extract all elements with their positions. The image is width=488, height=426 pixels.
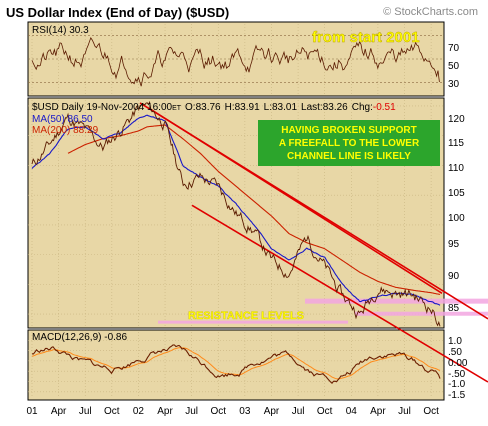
series-lines bbox=[31, 37, 441, 384]
rsi-label: RSI(14) 30.3 bbox=[32, 25, 89, 36]
x-tick-label: Apr bbox=[51, 406, 67, 417]
resistance-band-left bbox=[158, 320, 348, 324]
macd-line bbox=[31, 344, 441, 384]
x-tick-label: Oct bbox=[210, 406, 226, 417]
macd-ytick: -.50 bbox=[448, 369, 466, 380]
chart-title: US Dollar Index (End of Day) ($USD) bbox=[6, 5, 230, 20]
x-tick-label: Oct bbox=[104, 406, 120, 417]
annotation-line-1: HAVING BROKEN SUPPORT bbox=[281, 125, 416, 136]
x-tick-label: Jul bbox=[79, 406, 92, 417]
macd-ytick: 0.00 bbox=[448, 358, 468, 369]
macd-label: MACD(12,26,9) -0.86 bbox=[32, 332, 127, 343]
x-tick-label: Jul bbox=[292, 406, 305, 417]
x-tick-label: 04 bbox=[346, 406, 358, 417]
price-info-low: L:83.01 bbox=[264, 102, 298, 113]
ma50-line bbox=[31, 114, 441, 306]
price-info-symbol: $USD Daily 19-Nov-2004 16:00 bbox=[32, 102, 173, 113]
price-info-et: ET bbox=[172, 105, 182, 112]
price-ytick: 90 bbox=[448, 271, 460, 282]
x-tick-label: Apr bbox=[264, 406, 280, 417]
annotation-line-2: A FREEFALL TO THE LOWER bbox=[279, 138, 420, 149]
grid-lines bbox=[28, 24, 444, 398]
copyright: © StockCharts.com bbox=[383, 6, 478, 18]
rsi-ytick-70: 70 bbox=[448, 43, 460, 54]
channel-lines bbox=[139, 102, 488, 383]
price-info-chg: -0.51 bbox=[373, 102, 396, 113]
x-tick-label: 02 bbox=[133, 406, 145, 417]
price-ytick: 85 bbox=[448, 303, 460, 314]
price-ytick: 100 bbox=[448, 213, 465, 224]
x-tick-label: 01 bbox=[26, 406, 38, 417]
price-info-last: Last:83.26 bbox=[301, 102, 348, 113]
macd-ytick: -1.0 bbox=[448, 379, 466, 390]
rsi-ytick-30: 30 bbox=[448, 79, 460, 90]
x-tick-label: Apr bbox=[370, 406, 386, 417]
price-info-chg-label: Chg: bbox=[352, 102, 373, 113]
ma200-line bbox=[67, 124, 441, 296]
macd-ytick: -1.5 bbox=[448, 390, 466, 401]
x-tick-label: Jul bbox=[398, 406, 411, 417]
price-line bbox=[31, 100, 441, 327]
rsi-ytick-50: 50 bbox=[448, 61, 460, 72]
rsi-overlay-text: from start 2001 bbox=[312, 29, 420, 46]
resistance-band-lower bbox=[355, 311, 488, 316]
ma200-legend: MA(200) 88.29 bbox=[32, 125, 99, 136]
x-tick-label: 03 bbox=[239, 406, 251, 417]
x-tick-label: Oct bbox=[423, 406, 439, 417]
x-tick-label: Jul bbox=[185, 406, 198, 417]
x-axis: 01 Apr Jul Oct 02 Apr Jul Oct 03 Apr Jul Oct 04 Apr Ju… bbox=[26, 406, 439, 417]
price-ytick: 95 bbox=[448, 239, 460, 250]
rsi-line bbox=[31, 37, 440, 87]
price-ytick: 110 bbox=[448, 163, 464, 174]
price-info: $USD Daily 19-Nov-2004 16:00ET O:83.76 H:8… bbox=[32, 102, 396, 113]
x-tick-label: Apr bbox=[157, 406, 173, 417]
price-ytick: 105 bbox=[448, 188, 465, 199]
resistance-label: RESISTANCE LEVELS bbox=[188, 310, 304, 322]
channel-middle bbox=[149, 108, 443, 294]
resistance-band-upper bbox=[305, 298, 488, 304]
price-info-open: O:83.76 bbox=[185, 102, 221, 113]
price-ytick: 115 bbox=[448, 138, 464, 149]
macd-signal-line bbox=[31, 347, 441, 380]
annotation-box bbox=[258, 120, 440, 166]
price-info-high: H:83.91 bbox=[225, 102, 260, 113]
macd-ytick: .50 bbox=[448, 347, 462, 358]
price-ytick: 120 bbox=[448, 114, 465, 125]
channel-lower bbox=[191, 204, 488, 383]
macd-ytick: 1.0 bbox=[448, 336, 462, 347]
resistance-bands bbox=[158, 298, 488, 324]
x-tick-label: Oct bbox=[317, 406, 333, 417]
annotation-line-3: CHANNEL LINE IS LIKELY bbox=[287, 151, 411, 162]
ma50-legend: MA(50) 86.50 bbox=[32, 114, 93, 125]
